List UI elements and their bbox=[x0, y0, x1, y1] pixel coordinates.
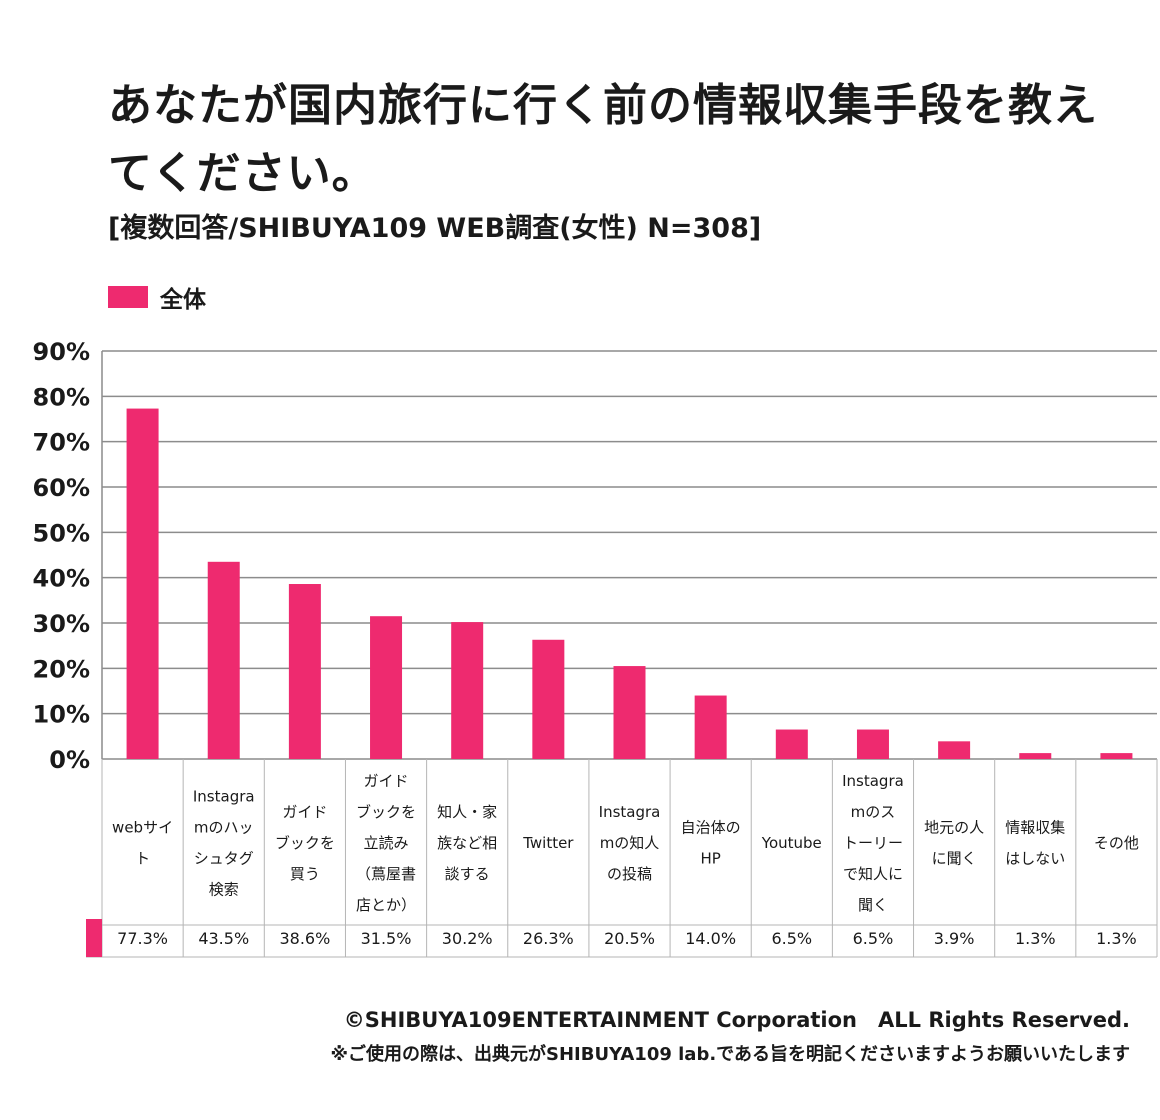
y-tick-label: 90% bbox=[33, 338, 90, 366]
category-label: HP bbox=[700, 850, 720, 868]
value-label: 31.5% bbox=[361, 929, 412, 948]
bar bbox=[694, 695, 727, 759]
legend-label: 全体 bbox=[160, 287, 206, 313]
category-label: で知人に bbox=[843, 865, 903, 883]
category-label: webサイ bbox=[112, 819, 173, 837]
category-label: ト bbox=[135, 850, 150, 868]
y-tick-label: 30% bbox=[33, 610, 90, 638]
chart-subtitle: [複数回答/SHIBUYA109 WEB調査(女性) N=308] bbox=[108, 213, 762, 244]
y-tick-label: 80% bbox=[33, 383, 90, 411]
copyright-text: ©SHIBUYA109ENTERTAINMENT Corporation ALL… bbox=[343, 1008, 1130, 1032]
category-label: ブックを bbox=[275, 834, 335, 852]
category-label: に聞く bbox=[932, 850, 977, 868]
bar bbox=[1019, 753, 1052, 759]
value-label: 26.3% bbox=[523, 929, 574, 948]
category-label: 地元の人 bbox=[924, 819, 984, 837]
bar bbox=[126, 408, 159, 759]
value-label: 6.5% bbox=[771, 929, 812, 948]
category-label: ガイド bbox=[282, 803, 327, 821]
category-label: mのハッ bbox=[194, 819, 254, 837]
category-label: Twitter bbox=[522, 834, 574, 852]
value-label: 43.5% bbox=[198, 929, 249, 948]
value-label: 1.3% bbox=[1015, 929, 1056, 948]
category-label: 自治体の bbox=[681, 819, 741, 837]
y-tick-label: 10% bbox=[33, 701, 90, 729]
category-label: 知人・家 bbox=[437, 803, 497, 821]
y-tick-label: 40% bbox=[33, 565, 90, 593]
category-label: トーリー bbox=[843, 834, 903, 852]
bar bbox=[856, 729, 889, 759]
value-label: 30.2% bbox=[442, 929, 493, 948]
legend: 全体 bbox=[108, 280, 206, 314]
bar bbox=[207, 561, 240, 759]
bar bbox=[288, 584, 321, 759]
bar bbox=[775, 729, 808, 759]
category-label: ブックを bbox=[356, 803, 416, 821]
category-label: mのス bbox=[851, 803, 896, 821]
value-label: 6.5% bbox=[853, 929, 894, 948]
category-label: 立読み bbox=[364, 834, 409, 852]
value-label: 20.5% bbox=[604, 929, 655, 948]
table-series-swatch bbox=[86, 919, 102, 957]
y-tick-label: 0% bbox=[49, 746, 90, 774]
category-label: 買う bbox=[290, 865, 320, 883]
value-label: 14.0% bbox=[685, 929, 736, 948]
bar bbox=[451, 622, 484, 759]
usage-note: ※ご使用の際は、出典元がSHIBUYA109 lab.である旨を明記くださいます… bbox=[330, 1044, 1131, 1065]
bar bbox=[938, 741, 971, 759]
category-label: mの知人 bbox=[600, 834, 660, 852]
category-label: はしない bbox=[1005, 850, 1065, 868]
category-label: 検索 bbox=[209, 881, 239, 899]
category-label: Instagra bbox=[193, 788, 255, 806]
category-label: 店とか） bbox=[356, 896, 416, 914]
category-label: Instagra bbox=[842, 772, 904, 790]
category-label: の投稿 bbox=[607, 865, 652, 883]
category-label: 情報収集 bbox=[1005, 819, 1065, 837]
bar bbox=[370, 616, 403, 759]
category-label: その他 bbox=[1094, 834, 1139, 852]
category-label: 談する bbox=[445, 865, 490, 883]
y-tick-label: 70% bbox=[33, 429, 90, 457]
value-label: 77.3% bbox=[117, 929, 168, 948]
category-label: （蔦屋書 bbox=[356, 865, 416, 883]
category-label: ガイド bbox=[364, 772, 409, 790]
category-label: 族など相 bbox=[437, 834, 497, 852]
value-label: 1.3% bbox=[1096, 929, 1137, 948]
category-label: Youtube bbox=[761, 834, 822, 852]
bar bbox=[532, 639, 565, 759]
legend-swatch bbox=[108, 286, 148, 308]
y-tick-label: 60% bbox=[33, 474, 90, 502]
value-label: 38.6% bbox=[279, 929, 330, 948]
y-tick-label: 20% bbox=[33, 655, 90, 683]
y-tick-label: 50% bbox=[33, 519, 90, 547]
category-label: Instagra bbox=[599, 803, 661, 821]
category-label: シュタグ bbox=[194, 850, 254, 868]
category-label: 聞く bbox=[858, 896, 888, 914]
bar bbox=[613, 666, 646, 759]
value-label: 3.9% bbox=[934, 929, 975, 948]
bar bbox=[1100, 753, 1133, 759]
chart-title: あなたが国内旅行に行く前の情報収集手段を教えてください。 bbox=[108, 80, 1098, 199]
